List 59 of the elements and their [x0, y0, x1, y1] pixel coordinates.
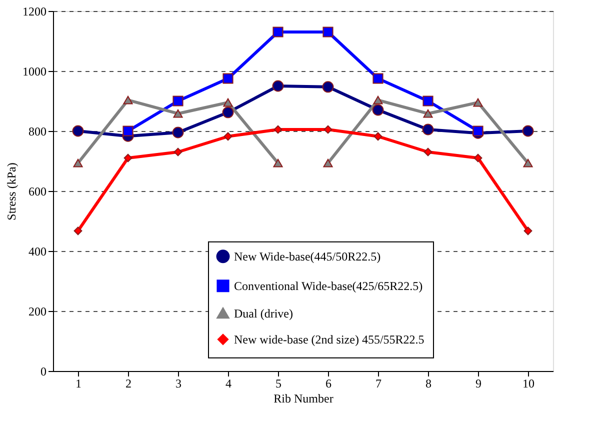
point: [472, 126, 484, 136]
x-tick-label: 6: [326, 376, 332, 390]
point: [374, 132, 382, 141]
point: [174, 148, 182, 156]
point: [222, 106, 234, 118]
point: [474, 154, 482, 162]
x-tick-label: 2: [126, 376, 132, 390]
point: [173, 109, 183, 118]
point: [323, 158, 333, 168]
legend-label: New wide-base (2nd size) 455/55R22.5: [234, 332, 424, 346]
point: [172, 96, 184, 106]
point: [224, 132, 232, 141]
y-tick-label: 0: [40, 364, 46, 378]
point: [322, 81, 334, 93]
point: [423, 109, 433, 118]
x-tick-label: 1: [76, 376, 82, 390]
point: [422, 124, 434, 136]
point: [124, 154, 132, 162]
point: [72, 125, 84, 137]
x-tick-label: 3: [176, 376, 182, 390]
x-tick-label: 5: [276, 376, 282, 390]
point: [123, 96, 133, 104]
point: [322, 26, 334, 38]
point: [273, 158, 283, 168]
point: [373, 96, 383, 104]
point: [122, 126, 134, 136]
x-tick-label: 9: [476, 376, 482, 390]
legend-label: New Wide-base(445/50R22.5): [234, 249, 381, 264]
y-tick-label: 1000: [22, 64, 46, 78]
point: [372, 104, 384, 116]
y-axis-title: Stress (kPa): [4, 162, 18, 220]
y-tick-label: 600: [28, 184, 46, 198]
point: [274, 125, 282, 134]
point: [524, 226, 532, 236]
y-tick-label: 1200: [22, 4, 46, 18]
point: [74, 226, 82, 236]
y-tick-label: 400: [28, 244, 46, 258]
y-tick-label: 800: [28, 124, 46, 138]
legend-label: Conventional Wide-base(425/65R22.5): [234, 278, 423, 293]
x-tick-label: 4: [226, 376, 232, 390]
point: [522, 125, 534, 137]
point: [272, 26, 284, 38]
x-tick-label: 7: [376, 376, 382, 390]
point: [372, 73, 384, 84]
point: [272, 80, 284, 92]
y-tick-label: 200: [28, 304, 46, 318]
point: [424, 148, 432, 156]
point: [422, 96, 434, 106]
point: [523, 158, 533, 168]
x-axis-title: Rib Number: [274, 392, 334, 406]
point: [223, 98, 233, 107]
point: [473, 98, 483, 107]
x-tick-label: 8: [426, 376, 432, 390]
point: [172, 126, 184, 138]
point: [73, 158, 83, 168]
point: [324, 125, 332, 134]
legend-label: Dual (drive): [234, 306, 293, 320]
point: [222, 73, 234, 84]
x-tick-label: 10: [522, 376, 534, 390]
